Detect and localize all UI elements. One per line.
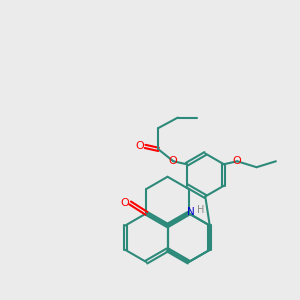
Text: O: O bbox=[120, 198, 129, 208]
Text: H: H bbox=[197, 205, 205, 215]
Text: N: N bbox=[187, 207, 195, 217]
Text: O: O bbox=[135, 141, 144, 151]
Text: O: O bbox=[168, 156, 177, 166]
Text: O: O bbox=[233, 156, 242, 166]
